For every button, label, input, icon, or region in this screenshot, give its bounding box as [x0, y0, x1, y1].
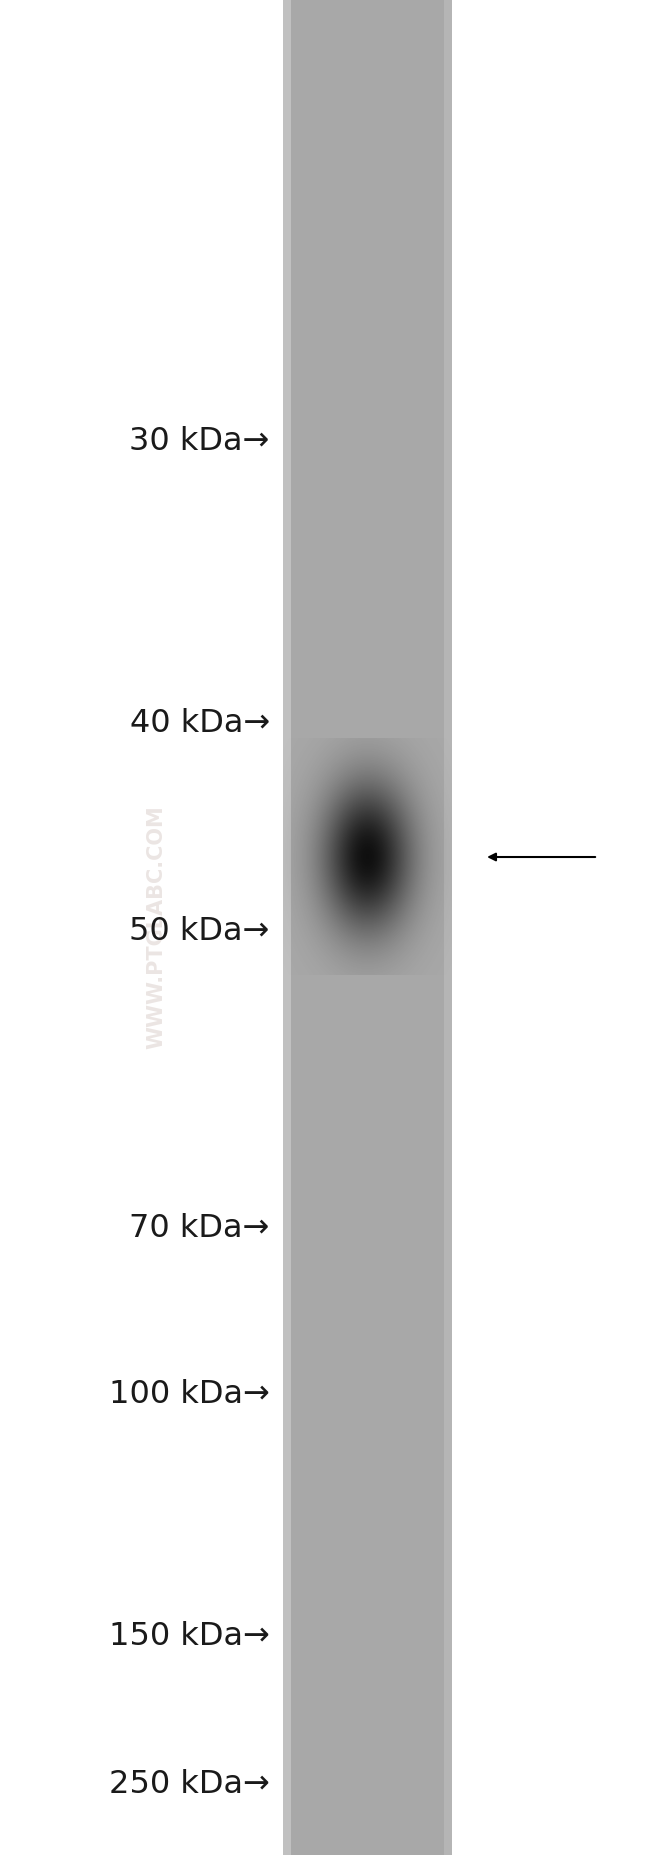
- Text: WWW.PTGLABC.COM: WWW.PTGLABC.COM: [146, 805, 166, 1050]
- Text: 70 kDa→: 70 kDa→: [129, 1213, 270, 1243]
- Text: 100 kDa→: 100 kDa→: [109, 1380, 270, 1410]
- Bar: [283, 0, 291, 1855]
- Text: 50 kDa→: 50 kDa→: [129, 916, 270, 946]
- Text: 250 kDa→: 250 kDa→: [109, 1770, 270, 1799]
- Text: 30 kDa→: 30 kDa→: [129, 427, 270, 456]
- Text: 40 kDa→: 40 kDa→: [129, 709, 270, 738]
- Text: 150 kDa→: 150 kDa→: [109, 1621, 270, 1651]
- Bar: [283, 0, 452, 1855]
- Bar: [444, 0, 452, 1855]
